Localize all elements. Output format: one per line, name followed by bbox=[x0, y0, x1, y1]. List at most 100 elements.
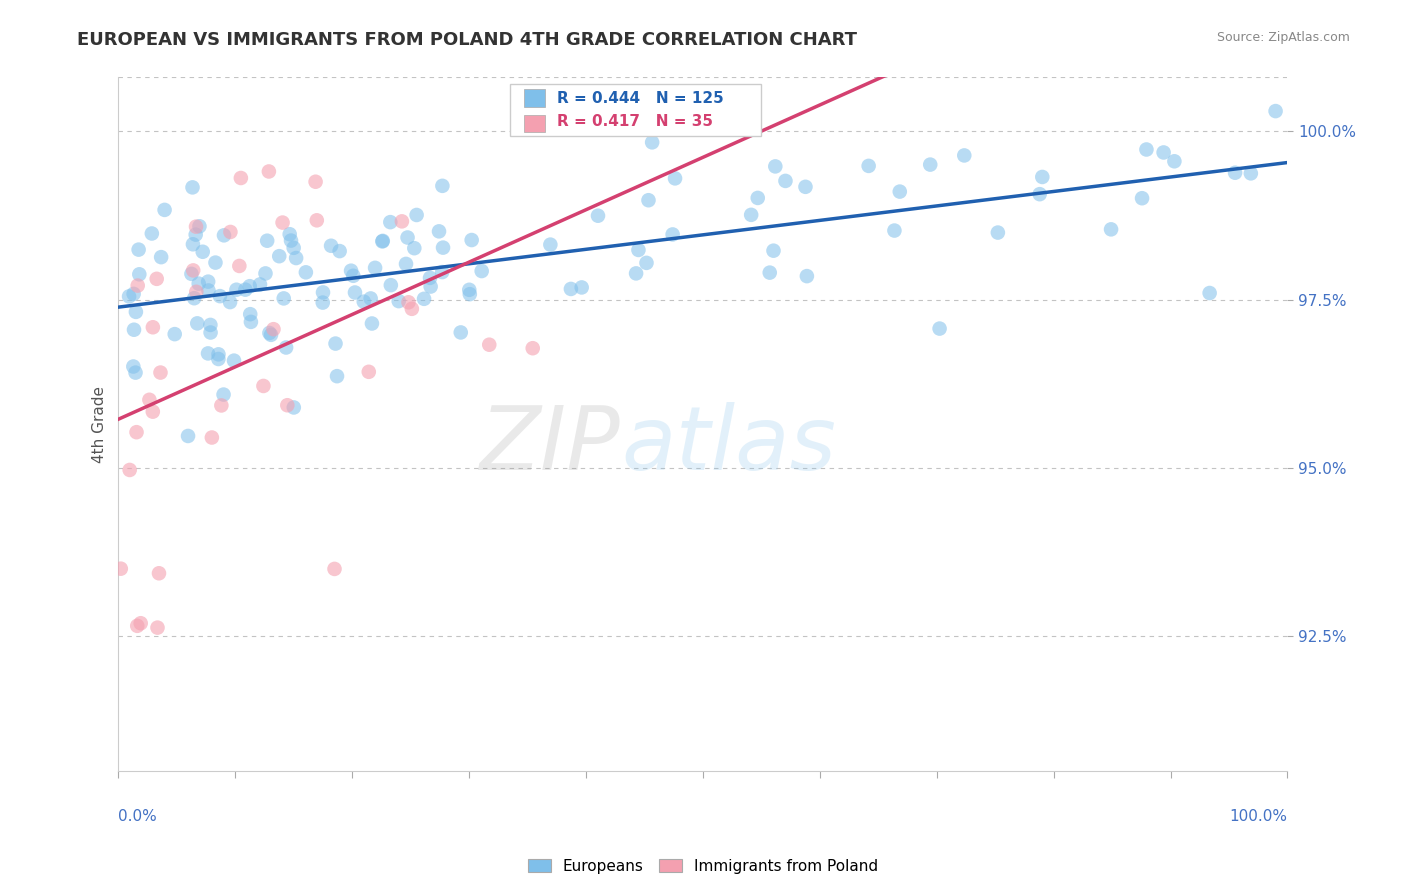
Text: EUROPEAN VS IMMIGRANTS FROM POLAND 4TH GRADE CORRELATION CHART: EUROPEAN VS IMMIGRANTS FROM POLAND 4TH G… bbox=[77, 31, 858, 49]
Legend: Europeans, Immigrants from Poland: Europeans, Immigrants from Poland bbox=[522, 853, 884, 880]
Point bbox=[274, 341, 297, 355]
Point bbox=[664, 171, 686, 186]
Point bbox=[125, 305, 148, 319]
Point bbox=[207, 347, 229, 361]
Point bbox=[388, 294, 411, 309]
Point bbox=[450, 326, 472, 340]
Point bbox=[201, 430, 224, 444]
Point bbox=[239, 307, 262, 321]
Point bbox=[889, 185, 911, 199]
Point bbox=[419, 271, 441, 285]
Point bbox=[128, 243, 150, 257]
Point bbox=[758, 266, 780, 280]
Point bbox=[920, 158, 942, 172]
Text: R = 0.444   N = 125: R = 0.444 N = 125 bbox=[557, 92, 724, 106]
Point bbox=[263, 322, 285, 336]
Point bbox=[141, 227, 163, 241]
FancyBboxPatch shape bbox=[524, 115, 546, 132]
Point bbox=[380, 215, 402, 229]
Point bbox=[432, 178, 454, 193]
Point bbox=[204, 255, 226, 269]
Point bbox=[458, 287, 481, 301]
Point bbox=[396, 230, 419, 244]
Point bbox=[228, 259, 250, 273]
Point bbox=[401, 301, 423, 316]
Point bbox=[181, 180, 204, 194]
Point bbox=[478, 337, 501, 351]
Point bbox=[239, 315, 262, 329]
Point bbox=[145, 272, 167, 286]
Point bbox=[256, 234, 278, 248]
Point bbox=[219, 295, 242, 310]
Point bbox=[763, 160, 786, 174]
Point bbox=[1031, 169, 1053, 184]
Point bbox=[380, 278, 402, 293]
Point bbox=[471, 264, 494, 278]
Point bbox=[571, 280, 593, 294]
Point bbox=[118, 289, 141, 303]
Point bbox=[627, 243, 650, 257]
Point bbox=[125, 425, 148, 440]
Point bbox=[197, 346, 219, 360]
Point bbox=[1099, 222, 1122, 236]
Point bbox=[395, 257, 418, 271]
Point bbox=[200, 318, 222, 332]
FancyBboxPatch shape bbox=[524, 89, 546, 107]
Point bbox=[259, 326, 281, 340]
Point bbox=[249, 277, 271, 292]
Text: 100.0%: 100.0% bbox=[1229, 809, 1288, 824]
Point bbox=[342, 268, 364, 283]
Point bbox=[928, 321, 950, 335]
Text: 0.0%: 0.0% bbox=[118, 809, 157, 824]
Point bbox=[460, 233, 482, 247]
Point bbox=[775, 174, 797, 188]
Point bbox=[1264, 104, 1286, 119]
Point bbox=[641, 136, 664, 150]
Point bbox=[1130, 191, 1153, 205]
Text: R = 0.417   N = 35: R = 0.417 N = 35 bbox=[557, 114, 713, 129]
Point bbox=[122, 286, 145, 301]
Point bbox=[235, 283, 257, 297]
Point bbox=[278, 227, 301, 242]
Point bbox=[427, 224, 450, 238]
Point bbox=[586, 209, 609, 223]
Point bbox=[260, 327, 283, 342]
Point bbox=[200, 326, 222, 340]
Point bbox=[329, 244, 352, 258]
Point bbox=[304, 175, 326, 189]
Point bbox=[142, 405, 165, 419]
Point bbox=[269, 249, 291, 263]
Point bbox=[398, 295, 420, 310]
Point bbox=[177, 429, 200, 443]
Point bbox=[180, 267, 202, 281]
Text: Source: ZipAtlas.com: Source: ZipAtlas.com bbox=[1216, 31, 1350, 45]
Point bbox=[276, 398, 298, 412]
Point bbox=[953, 148, 976, 162]
Point bbox=[163, 327, 186, 342]
Point bbox=[360, 292, 382, 306]
Point bbox=[110, 562, 132, 576]
Point bbox=[312, 285, 335, 300]
Point bbox=[138, 392, 160, 407]
Point bbox=[122, 359, 145, 374]
Point bbox=[371, 235, 394, 249]
Point bbox=[129, 616, 152, 631]
Point bbox=[319, 239, 342, 253]
Point bbox=[285, 251, 308, 265]
FancyBboxPatch shape bbox=[510, 85, 762, 136]
Point bbox=[188, 219, 211, 234]
Point bbox=[430, 265, 453, 279]
Point bbox=[1163, 154, 1185, 169]
Point bbox=[747, 191, 769, 205]
Point bbox=[229, 171, 252, 186]
Point bbox=[181, 263, 204, 277]
Point bbox=[150, 250, 173, 264]
Point bbox=[225, 283, 247, 297]
Point bbox=[361, 317, 384, 331]
Point bbox=[325, 336, 347, 351]
Point bbox=[271, 216, 294, 230]
Y-axis label: 4th Grade: 4th Grade bbox=[93, 385, 107, 463]
Point bbox=[197, 275, 219, 289]
Point bbox=[252, 379, 274, 393]
Point bbox=[254, 267, 277, 281]
